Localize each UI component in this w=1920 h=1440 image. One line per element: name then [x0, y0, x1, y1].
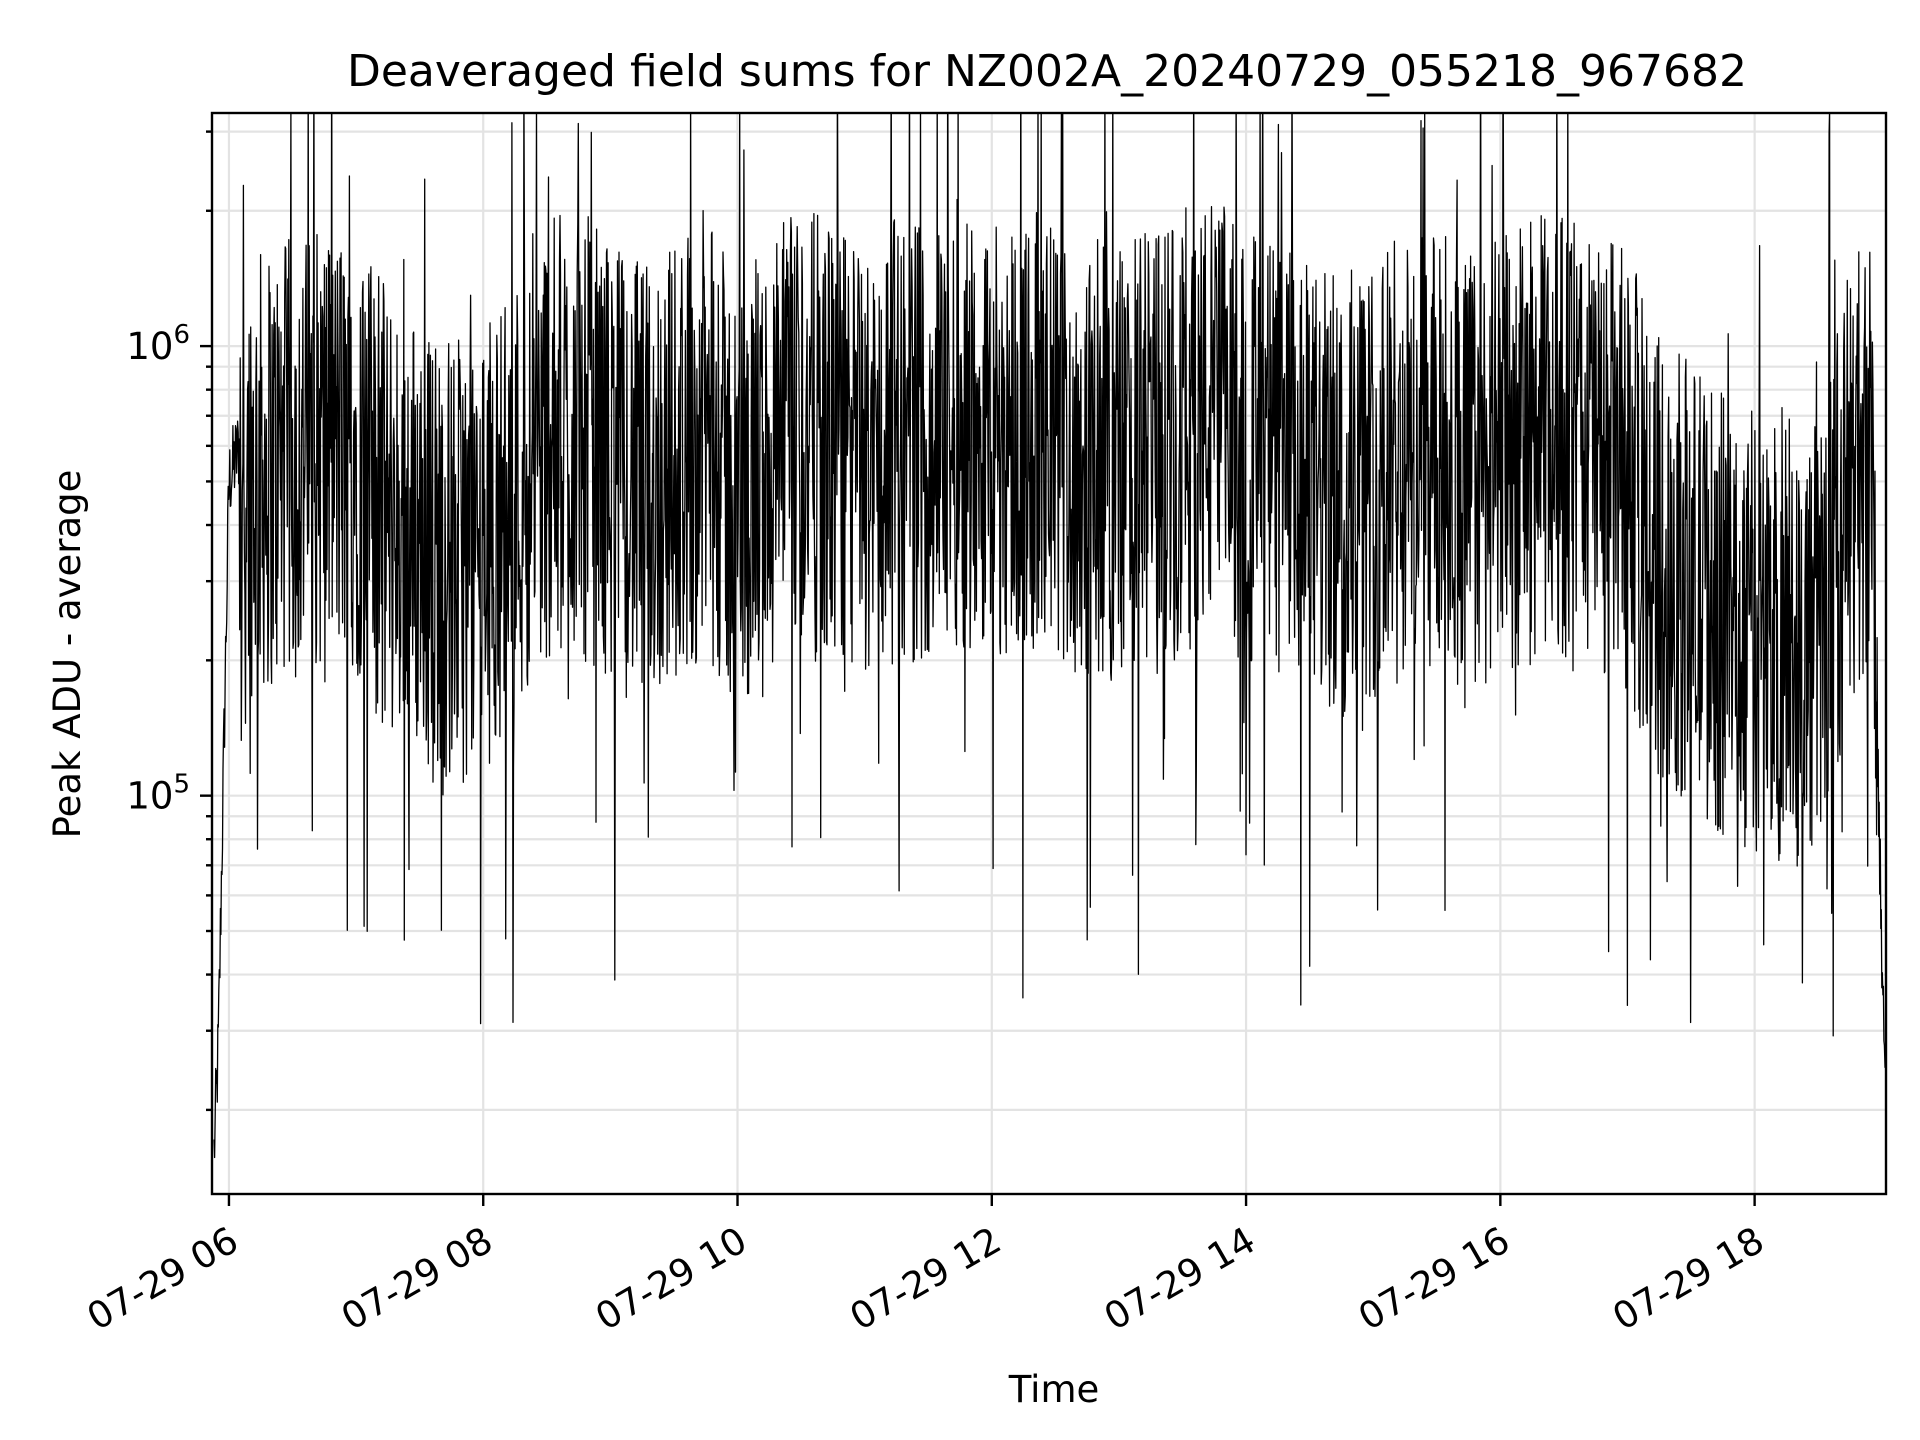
y-axis: 105 106 — [126, 130, 212, 1112]
chart-title: Deaveraged field sums for NZ002A_2024072… — [347, 46, 1747, 97]
x-axis-label: Time — [1008, 1368, 1100, 1411]
x-tick-label: 07-29 08 — [334, 1219, 500, 1339]
x-axis: 07-29 06 07-29 08 07-29 10 07-29 12 07-29 14… — [80, 1194, 1771, 1339]
x-tick-label: 07-29 12 — [843, 1219, 1009, 1339]
y-axis-label: Peak ADU - average — [46, 470, 89, 839]
x-tick-label: 07-29 18 — [1606, 1219, 1772, 1339]
x-tick-label: 07-29 16 — [1351, 1219, 1517, 1339]
x-tick-label: 07-29 06 — [80, 1219, 246, 1339]
x-tick-label: 07-29 10 — [588, 1219, 754, 1339]
x-tick-label: 07-29 14 — [1097, 1219, 1263, 1339]
series-line — [213, 113, 1886, 1159]
plot-frame — [210, 111, 1888, 1196]
series-layer — [213, 113, 1886, 1159]
y-tick-label: 106 — [126, 320, 190, 368]
y-tick-label: 105 — [126, 770, 190, 818]
